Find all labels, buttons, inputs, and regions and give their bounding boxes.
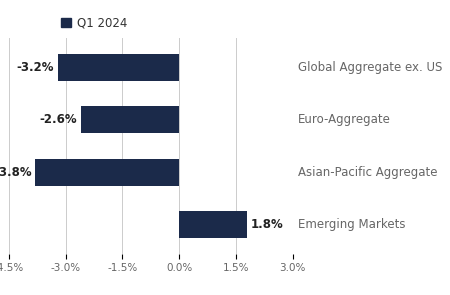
Bar <box>179 211 247 238</box>
Text: -3.8%: -3.8% <box>0 166 32 179</box>
Text: Global Aggregate ex. US: Global Aggregate ex. US <box>298 61 442 74</box>
Bar <box>81 106 179 133</box>
Bar <box>58 54 179 81</box>
Legend: Q1 2024: Q1 2024 <box>56 12 132 35</box>
Text: Asian-Pacific Aggregate: Asian-Pacific Aggregate <box>298 166 438 179</box>
Text: Euro-Aggregate: Euro-Aggregate <box>298 113 391 126</box>
Bar <box>36 159 179 186</box>
Text: -3.2%: -3.2% <box>17 61 54 74</box>
Text: Emerging Markets: Emerging Markets <box>298 218 405 231</box>
Text: 1.8%: 1.8% <box>251 218 284 231</box>
Text: -2.6%: -2.6% <box>40 113 77 126</box>
